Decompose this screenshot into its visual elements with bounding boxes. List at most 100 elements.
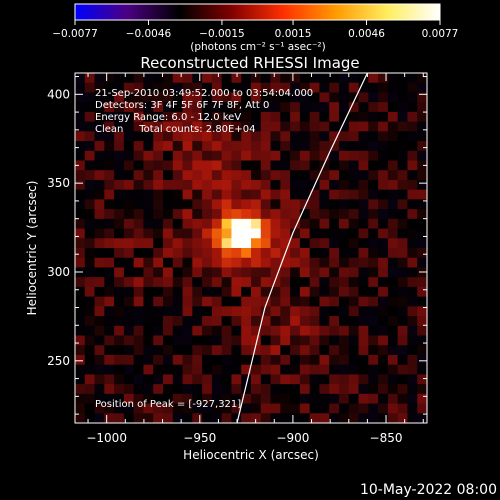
heatmap-cell [143, 374, 154, 385]
heatmap-cell [84, 286, 96, 298]
heatmap-cell [192, 384, 203, 395]
heatmap-cell [143, 277, 154, 288]
heatmap-cell [348, 267, 360, 278]
heatmap-cell [94, 413, 105, 423]
heatmap-cell [378, 179, 389, 191]
heatmap-cell [309, 92, 321, 103]
heatmap-cell [182, 325, 193, 337]
heatmap-cell [309, 277, 321, 288]
heatmap-cell [260, 160, 272, 171]
heatmap-cell [260, 141, 272, 152]
heatmap-cell [417, 316, 427, 327]
heatmap-cell [368, 189, 379, 200]
heatmap-cell [241, 413, 252, 423]
heatmap-cell [339, 393, 350, 405]
heatmap-cell [290, 413, 301, 423]
heatmap-cell [299, 248, 311, 259]
heatmap-cell [241, 102, 252, 113]
heatmap-cell [329, 316, 340, 327]
heatmap-cell [114, 228, 125, 239]
heatmap-cell [417, 248, 427, 259]
heatmap-cell [270, 306, 281, 317]
heatmap-cell [397, 199, 409, 210]
heatmap-cell [319, 306, 330, 317]
heatmap-cell [387, 189, 399, 200]
plot-frame [74, 72, 428, 424]
heatmap-cell [339, 354, 350, 366]
heatmap-cell [211, 248, 223, 259]
heatmap-cell [260, 179, 272, 191]
heatmap-cell [358, 189, 369, 200]
heatmap-cell [319, 384, 330, 395]
heatmap-cell [329, 92, 340, 103]
heatmap-cell [221, 277, 233, 288]
heatmap-cell [94, 238, 105, 249]
heatmap-cell [84, 209, 96, 220]
heatmap-cell [221, 121, 233, 132]
heatmap-cell [290, 141, 301, 152]
heatmap-cell [114, 82, 125, 94]
heatmap-cell [123, 325, 135, 337]
heatmap-cell [153, 179, 164, 191]
heatmap-cell [143, 209, 154, 220]
heatmap-cell [133, 170, 145, 181]
heatmap-cell [280, 277, 291, 288]
heatmap-cell [133, 102, 145, 113]
heatmap-cell [192, 306, 203, 317]
heatmap-cell [192, 131, 203, 142]
heatmap-cell [319, 364, 330, 375]
heatmap-cell [114, 73, 125, 84]
heatmap-cell [231, 374, 242, 385]
heatmap-cell [329, 384, 340, 395]
heatmap-cell [290, 248, 301, 259]
heatmap-cell [260, 209, 272, 220]
heatmap-cell [329, 267, 340, 278]
heatmap-cell [133, 267, 145, 278]
heatmap-cell [94, 121, 105, 132]
heatmap-cell [387, 160, 399, 171]
heatmap-cell [241, 92, 252, 103]
heatmap-cell [202, 92, 213, 103]
heatmap-cell [182, 179, 193, 191]
heatmap-cell [143, 257, 154, 269]
heatmap-cell [153, 218, 164, 230]
heatmap-cell [202, 393, 213, 405]
heatmap-cell [339, 141, 350, 152]
heatmap-cell [339, 384, 350, 395]
heatmap-cell [368, 82, 379, 94]
heatmap-cell [387, 179, 399, 191]
heatmap-cell [251, 403, 262, 414]
heatmap-cell [407, 131, 418, 142]
heatmap-cell [309, 111, 321, 123]
heatmap-cell [172, 131, 184, 142]
heatmap-cell [172, 82, 184, 94]
heatmap-cell [114, 92, 125, 103]
heatmap-cell [290, 286, 301, 298]
heatmap-cell [211, 393, 223, 405]
heatmap-cell [290, 335, 301, 346]
heatmap-cell [378, 111, 389, 123]
heatmap-cell [290, 393, 301, 405]
heatmap-cell [104, 277, 115, 288]
heatmap-cell [202, 286, 213, 298]
heatmap-cell [387, 228, 399, 239]
heatmap-cell [221, 257, 233, 269]
heatmap-cell [407, 354, 418, 366]
heatmap-cell [211, 335, 223, 346]
heatmap-cell [202, 121, 213, 132]
heatmap-cell [94, 209, 105, 220]
heatmap-cell [387, 393, 399, 405]
heatmap-cell [94, 73, 105, 84]
heatmap-cell [143, 413, 154, 423]
heatmap-cell [231, 306, 242, 317]
heatmap-cell [163, 286, 174, 298]
heatmap-cell [123, 238, 135, 249]
heatmap-cell [387, 364, 399, 375]
heatmap-cell [251, 228, 262, 239]
heatmap-cell [329, 111, 340, 123]
heatmap-cell [329, 374, 340, 385]
heatmap-cell [163, 413, 174, 423]
heatmap-cell [114, 413, 125, 423]
heatmap-cell [290, 238, 301, 249]
heatmap-cell [378, 199, 389, 210]
